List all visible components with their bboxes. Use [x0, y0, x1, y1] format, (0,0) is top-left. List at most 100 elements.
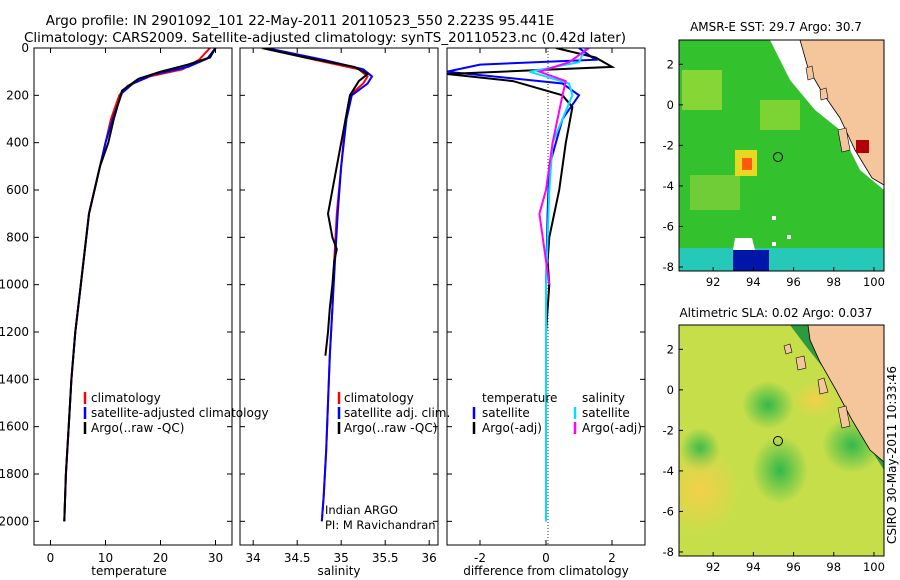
y-tick-label: -4: [663, 179, 674, 193]
series-line-red: [261, 48, 369, 522]
y-tick-label: -2: [663, 423, 674, 437]
island: [837, 405, 851, 429]
x-tick-label: 96: [786, 560, 801, 574]
x-tick-label: 35.5: [372, 551, 399, 565]
x-tick-label: 20: [153, 551, 168, 565]
temperature-xlabel: temperature: [91, 564, 166, 578]
x-tick-label: 94: [746, 560, 761, 574]
x-tick-label: 36: [422, 551, 437, 565]
sla-low-anomaly: [742, 381, 794, 429]
sla-map-title: Altimetric SLA: 0.02 Argo: 0.037: [679, 306, 872, 320]
argo-square-marker: [856, 140, 869, 153]
island: [783, 343, 793, 355]
x-tick-label: 100: [863, 560, 885, 574]
series-line-blue: [266, 48, 374, 522]
series-line-black: [447, 48, 616, 333]
y-tick-label: 2: [667, 57, 674, 71]
legend-sal-argo: Argo(-adj): [582, 421, 642, 435]
argo-float-marker: [773, 152, 783, 162]
x-tick-label: 98: [826, 560, 841, 574]
series-line-black: [63, 48, 217, 522]
difference-xlabel: difference from climatology: [463, 564, 629, 578]
x-tick-label: 0: [47, 551, 55, 565]
island: [837, 127, 851, 153]
y-tick-label: 0: [667, 98, 674, 112]
x-tick-label: 92: [706, 275, 721, 289]
y-tick-label: -8: [663, 545, 674, 559]
legend-climatology: climatology: [344, 391, 414, 405]
legend-sal-satellite: satellite: [582, 406, 630, 420]
y-tick-label: 800: [6, 230, 29, 244]
y-tick-label: 2000: [0, 514, 29, 528]
temperature-axes-frame: [33, 47, 233, 546]
sst-cool-band: [679, 248, 884, 271]
y-tick-label: -6: [663, 219, 674, 233]
sst-missing-data: [787, 235, 791, 239]
series-line-blue: [63, 48, 217, 522]
x-tick-label: 96: [786, 275, 801, 289]
legend-temperature-heading: temperature: [482, 391, 557, 405]
sst-warm-patch: [760, 100, 800, 130]
y-tick-label: 1400: [0, 372, 29, 386]
sla-map-panel: Altimetric SLA: 0.02 Argo: 0.037 92 94 96 9…: [663, 306, 885, 574]
sla-map-frame: [678, 324, 885, 557]
y-tick-label: 1600: [0, 420, 29, 434]
sst-missing-data: [772, 242, 776, 246]
x-tick-label: 2: [608, 551, 616, 565]
y-tick-label: 0: [21, 41, 29, 55]
x-tick-label: 10: [98, 551, 113, 565]
island: [817, 377, 829, 395]
legend-satellite-adjusted: satellite-adjusted climatology: [91, 406, 269, 420]
title-line-2: Climatology: CARS2009. Satellite-adjuste…: [24, 30, 626, 46]
island: [795, 355, 807, 371]
sst-warm-patch: [682, 70, 722, 110]
x-tick-label: 34.5: [284, 551, 311, 565]
y-tick-label: -2: [663, 138, 674, 152]
legend-temp-argo: Argo(-adj): [482, 421, 542, 435]
argo-float-marker: [773, 436, 783, 446]
x-tick-label: 0: [542, 551, 550, 565]
difference-axes-frame: [446, 47, 646, 546]
series-line-black: [261, 48, 370, 356]
legend-salinity-heading: salinity: [582, 391, 625, 405]
series-line-magenta: [536, 48, 590, 285]
y-tick-label: -8: [663, 260, 674, 274]
y-tick-label: -6: [663, 504, 674, 518]
legend-climatology: climatology: [91, 391, 161, 405]
side-timestamp: CSIRO 30-May-2011 10:33:46: [885, 366, 899, 544]
difference-panel: -2 0 2 difference from climatology tempera…: [446, 47, 646, 578]
x-tick-label: 34: [246, 551, 261, 565]
sla-high-anomaly: [679, 445, 740, 535]
salinity-panel: 34 34.5 35 35.5 36 salinity climatology sate…: [239, 47, 450, 578]
sst-cold-patch: [733, 250, 769, 271]
y-tick-label: 0: [667, 383, 674, 397]
legend-argo: Argo(..raw -QC): [344, 421, 437, 435]
salinity-xlabel: salinity: [317, 564, 360, 578]
annotation-line-2: PI: M Ravichandran: [325, 518, 436, 532]
y-tick-label: 1000: [0, 278, 29, 292]
x-tick-label: 35: [334, 551, 349, 565]
difference-legend: temperature satellite Argo(-adj) salinit…: [472, 391, 642, 435]
x-tick-label: 100: [863, 275, 885, 289]
x-tick-label: 92: [706, 560, 721, 574]
y-tick-label: 1800: [0, 467, 29, 481]
x-tick-label: 94: [746, 275, 761, 289]
sst-hot-spot: [742, 158, 752, 170]
island: [819, 87, 829, 101]
sla-high-anomaly: [793, 382, 837, 418]
x-tick-label: 30: [208, 551, 223, 565]
temperature-legend: climatology satellite-adjusted climatolo…: [83, 391, 269, 435]
salinity-legend: climatology satellite adj. clim. Argo(..…: [337, 391, 450, 435]
legend-satellite-adj: satellite adj. clim.: [344, 406, 450, 420]
salinity-axes-frame: [239, 47, 439, 546]
annotation-line-1: Indian ARGO: [325, 503, 398, 517]
island: [805, 65, 815, 81]
y-tick-label: 600: [6, 183, 29, 197]
title-line-1: Argo profile: IN 2901092_101 22-May-2011…: [46, 13, 555, 29]
legend-argo: Argo(..raw -QC): [91, 421, 184, 435]
y-tick-label: 400: [6, 136, 29, 150]
sst-missing-data: [733, 238, 755, 250]
sst-warm-patch: [690, 175, 740, 210]
sumatra-landmass: [807, 325, 884, 463]
